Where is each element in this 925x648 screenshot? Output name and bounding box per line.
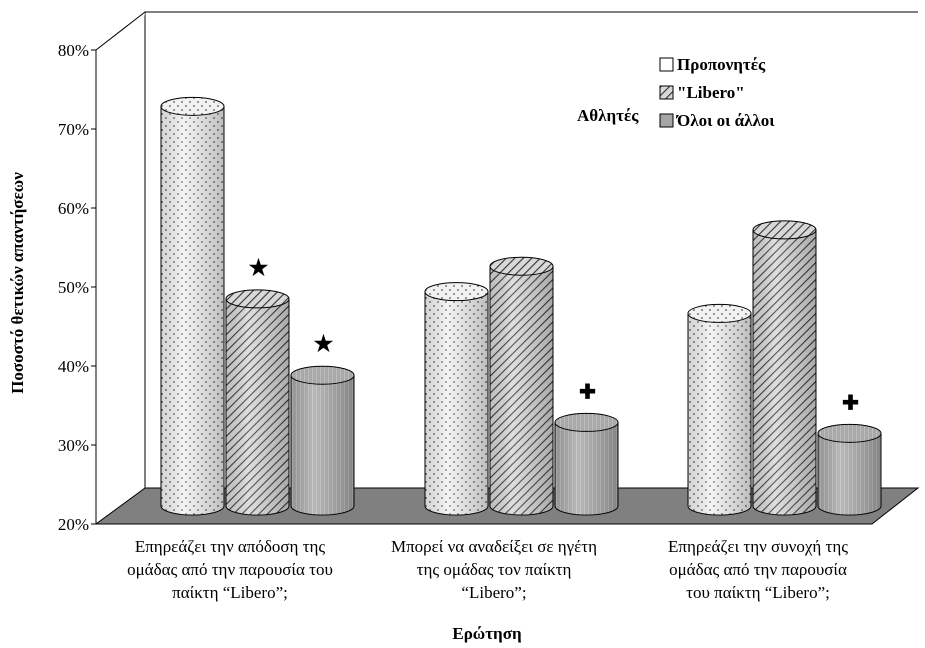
bar-1-2: [752, 220, 817, 516]
side-wall: [95, 11, 146, 524]
bar-2-1: [554, 412, 619, 516]
annotation-symbol: ✚: [579, 381, 596, 403]
y-tick-label: 30%: [58, 436, 89, 455]
x-axis-categories: Επηρεάζει την απόδοση της ομάδας από την …: [127, 537, 848, 602]
y-tick-label: 60%: [58, 199, 89, 218]
category-label: του παίκτη “Libero”;: [686, 583, 830, 602]
bar-1-0: [225, 289, 290, 516]
category-label: Μπορεί να αναδείξει σε ηγέτη: [391, 537, 597, 556]
y-tick-label: 20%: [58, 515, 89, 534]
y-axis-ticks: 20% 30% 40% 50% 60% 70% 80%: [58, 41, 96, 534]
category-label: Επηρεάζει την συνοχή της: [668, 537, 848, 556]
category-label: παίκτη “Libero”;: [172, 583, 288, 602]
annotation-symbol: ★: [249, 255, 269, 280]
legend: Αθλητές Προπονητές "Libero" Όλοι οι άλλοι: [577, 55, 775, 130]
category-label: της ομάδας τον παίκτη: [417, 560, 572, 579]
y-tick-label: 50%: [58, 278, 89, 297]
legend-entry: Όλοι οι άλλοι: [675, 111, 775, 130]
bar-0-0: [160, 96, 225, 516]
y-tick-label: 40%: [58, 357, 89, 376]
y-axis-title: Ποσοστό θετικών απαντήσεων: [8, 172, 27, 394]
annotation-symbol: ✚: [842, 392, 859, 414]
bar-2-2: [817, 423, 882, 516]
category-label: ομάδας από την παρουσία: [669, 560, 847, 579]
legend-entry: Προπονητές: [677, 55, 766, 74]
annotation-symbol: ★: [314, 331, 334, 356]
bar-1-1: [489, 256, 554, 516]
legend-group-label: Αθλητές: [577, 106, 639, 125]
legend-swatch: [659, 57, 674, 72]
category-label: ομάδας από την παρουσία του: [127, 560, 333, 579]
category-label: “Libero”;: [461, 583, 526, 602]
y-tick-label: 70%: [58, 120, 89, 139]
bar-0-1: [424, 282, 489, 516]
bar-2-0: [290, 365, 355, 516]
y-tick-label: 80%: [58, 41, 89, 60]
legend-swatch: [659, 85, 674, 100]
legend-entry: "Libero": [677, 83, 745, 102]
category-label: Επηρεάζει την απόδοση της: [135, 537, 326, 556]
bar-0-2: [687, 303, 752, 516]
bars: [160, 96, 882, 516]
legend-swatch: [659, 113, 674, 128]
annotations: ★ ★ ✚ ✚: [249, 255, 859, 414]
x-axis-title: Ερώτηση: [452, 624, 521, 643]
